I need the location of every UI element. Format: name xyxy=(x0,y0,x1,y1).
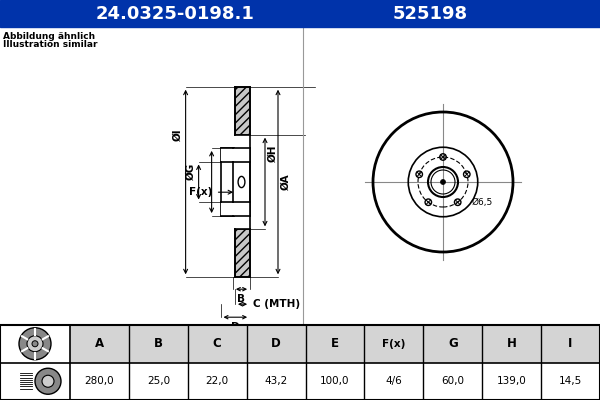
Text: E: E xyxy=(331,337,339,350)
Bar xyxy=(233,148,250,216)
Bar xyxy=(233,202,250,216)
Bar xyxy=(221,202,233,216)
Text: 43,2: 43,2 xyxy=(265,376,288,386)
Text: 60,0: 60,0 xyxy=(441,376,464,386)
Text: Ø6,5: Ø6,5 xyxy=(472,198,493,207)
Bar xyxy=(233,148,250,162)
Text: 14,5: 14,5 xyxy=(559,376,582,386)
Text: F(x): F(x) xyxy=(189,187,212,197)
Text: D: D xyxy=(231,322,239,332)
Circle shape xyxy=(35,368,61,394)
Text: Abbildung ähnlich: Abbildung ähnlich xyxy=(3,32,95,41)
Text: B: B xyxy=(238,294,245,304)
Text: A: A xyxy=(95,337,104,350)
Text: 4/6: 4/6 xyxy=(386,376,402,386)
Bar xyxy=(70,325,600,362)
Text: I: I xyxy=(568,337,573,350)
Text: ØI: ØI xyxy=(173,128,182,141)
Ellipse shape xyxy=(238,176,245,188)
Bar xyxy=(221,148,233,216)
Text: G: G xyxy=(448,337,458,350)
Text: 24.0325-0198.1: 24.0325-0198.1 xyxy=(95,5,254,23)
Text: ØE: ØE xyxy=(199,332,209,347)
Bar xyxy=(235,229,250,277)
Text: ØH: ØH xyxy=(268,145,278,162)
Circle shape xyxy=(440,180,445,184)
Text: 280,0: 280,0 xyxy=(85,376,114,386)
Text: F(x): F(x) xyxy=(382,339,406,349)
Text: C (MTH): C (MTH) xyxy=(253,299,300,309)
Circle shape xyxy=(42,375,54,387)
Bar xyxy=(235,87,250,135)
Text: 525198: 525198 xyxy=(392,5,467,23)
Text: 25,0: 25,0 xyxy=(147,376,170,386)
Circle shape xyxy=(19,328,51,360)
Bar xyxy=(0,27,600,325)
Text: D: D xyxy=(271,337,281,350)
Text: ØG: ØG xyxy=(185,163,196,180)
Bar xyxy=(221,148,233,162)
Text: ØA: ØA xyxy=(281,174,291,190)
Text: H: H xyxy=(507,337,517,350)
Bar xyxy=(0,0,600,27)
Bar xyxy=(0,325,600,400)
Text: 100,0: 100,0 xyxy=(320,376,350,386)
Text: C: C xyxy=(213,337,221,350)
Text: 139,0: 139,0 xyxy=(497,376,527,386)
Text: B: B xyxy=(154,337,163,350)
Circle shape xyxy=(27,336,43,352)
Circle shape xyxy=(32,341,38,347)
Text: 22,0: 22,0 xyxy=(206,376,229,386)
Bar xyxy=(235,135,250,229)
Text: Illustration similar: Illustration similar xyxy=(3,40,97,49)
